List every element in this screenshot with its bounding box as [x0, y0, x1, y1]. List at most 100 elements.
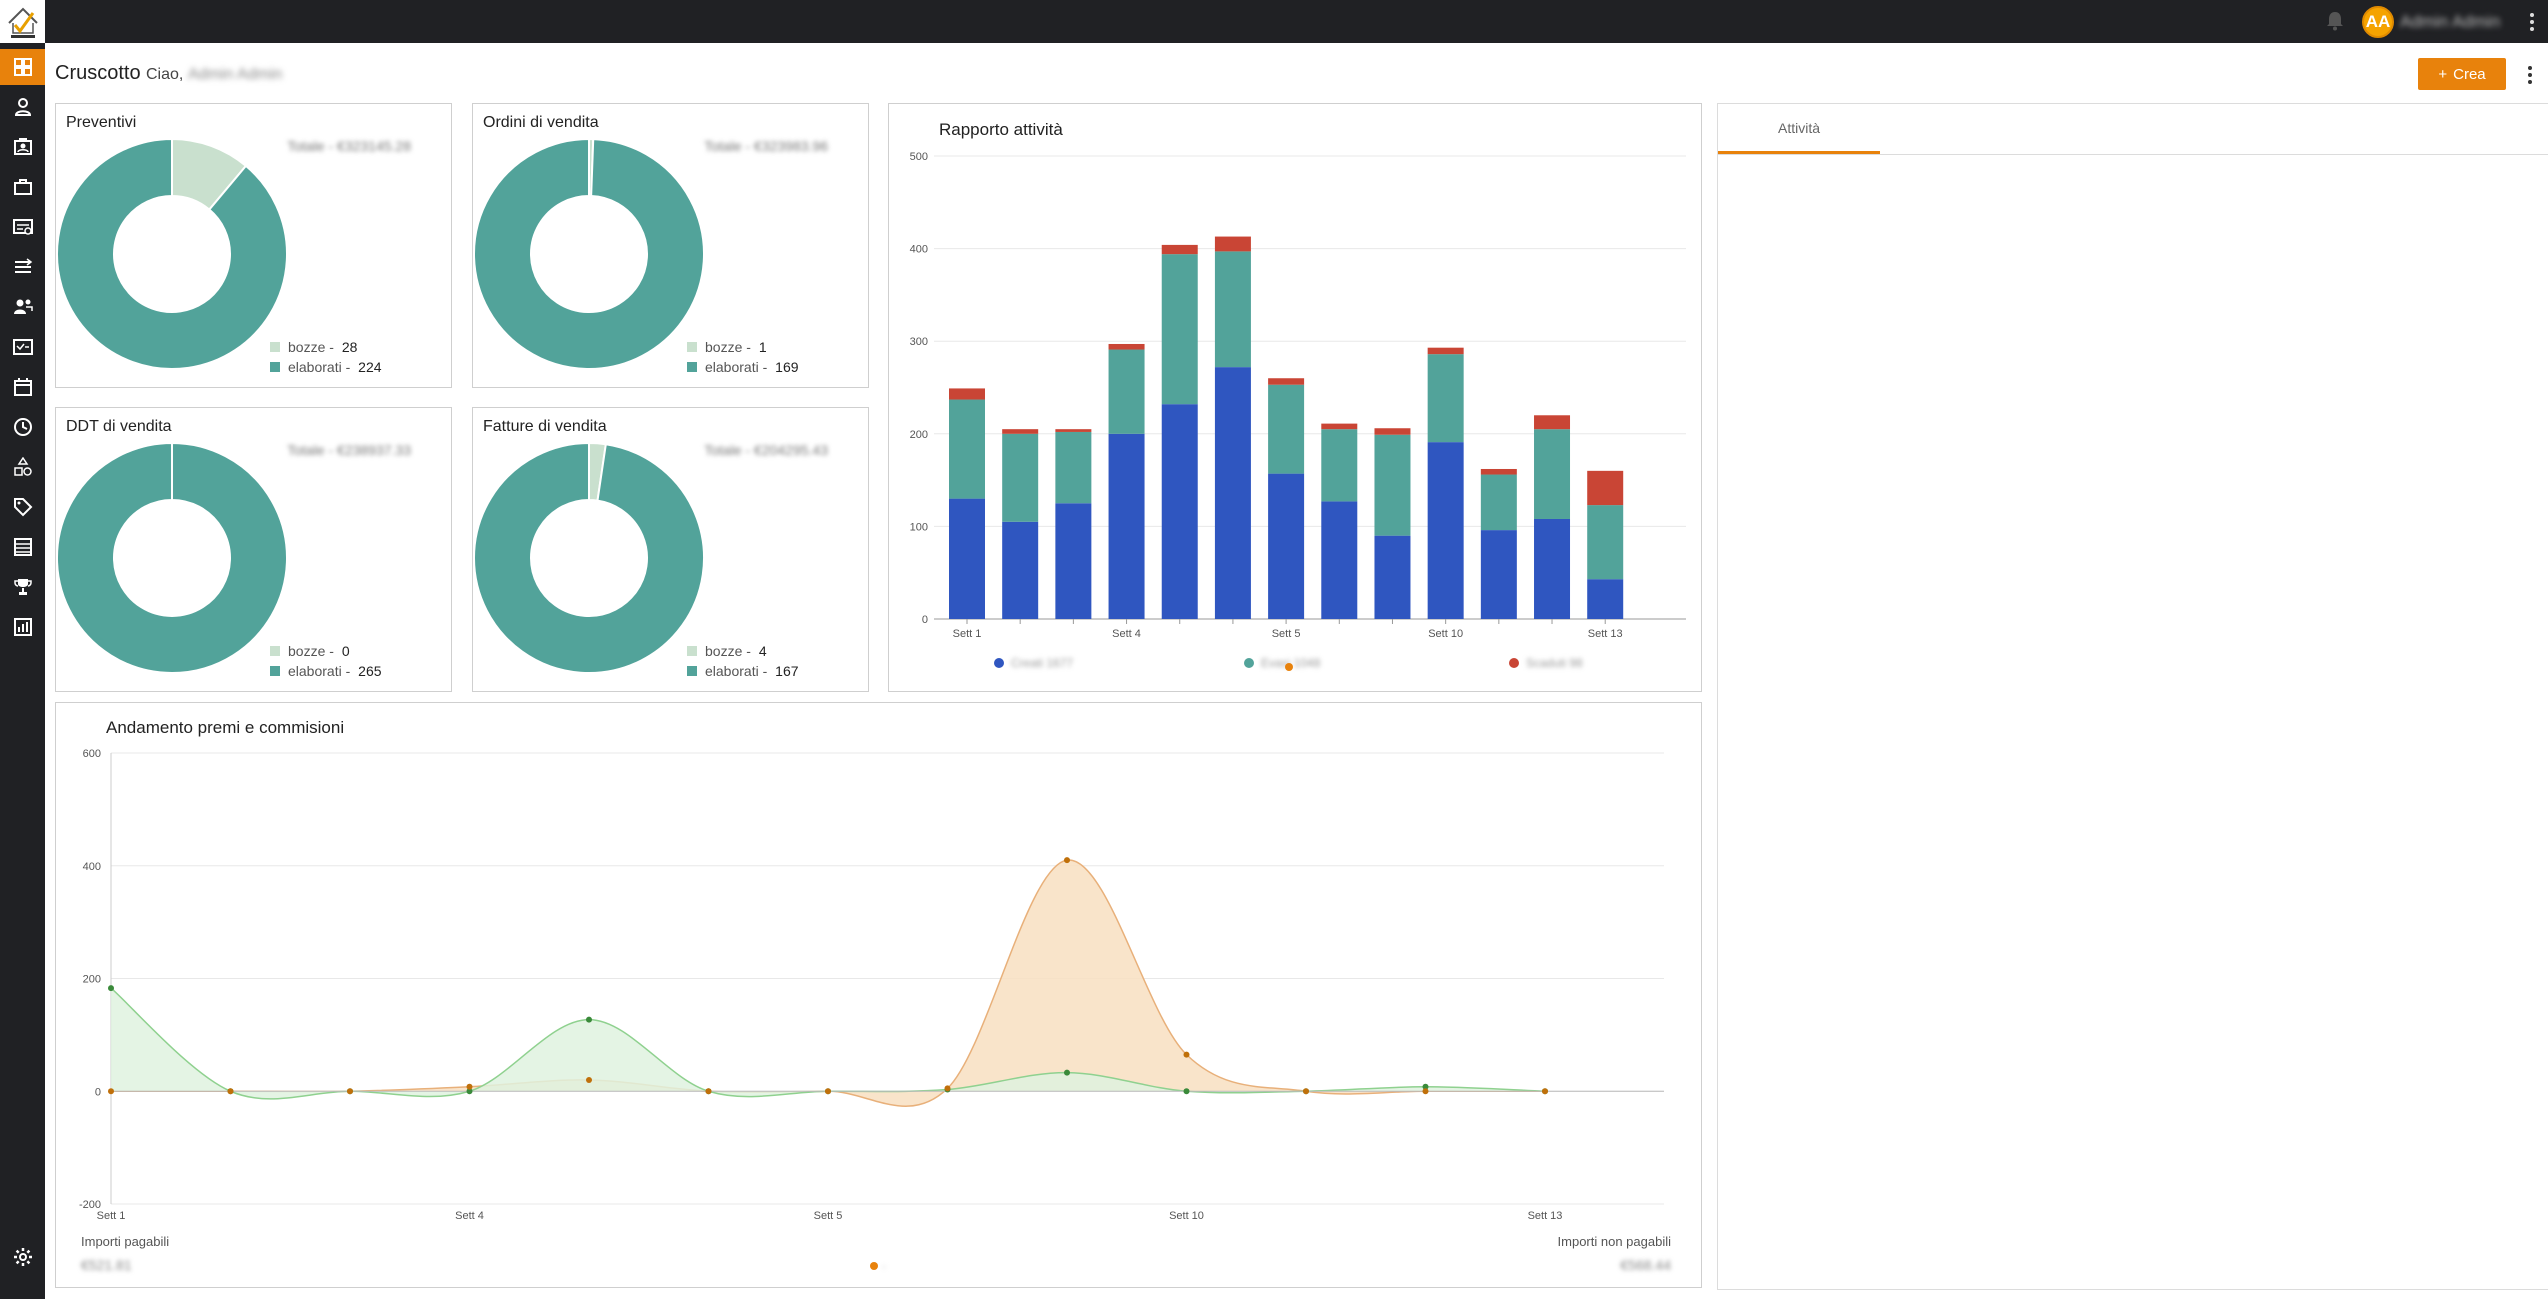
page-title: Cruscotto: [55, 62, 141, 84]
card-title: Preventivi: [66, 114, 137, 131]
card-ddt-di-vendita[interactable]: DDT di vendita Totale - €238937.33 bozze…: [55, 407, 452, 692]
x-tick-label: Sett 4: [455, 1210, 484, 1222]
bozze-count: 1: [758, 339, 767, 355]
point-non-pagabili: [1303, 1088, 1309, 1095]
app-logo[interactable]: [0, 0, 45, 43]
x-tick-label: Sett 10: [1428, 628, 1463, 640]
report-icon[interactable]: [0, 609, 45, 645]
card-title: DDT di vendita: [66, 418, 172, 435]
contacts-icon[interactable]: [0, 129, 45, 165]
users-group-icon[interactable]: [0, 289, 45, 325]
bar-scaduti: [1002, 429, 1039, 434]
bar-creati: [1534, 518, 1571, 619]
clock-icon[interactable]: [0, 409, 45, 445]
settings-icon[interactable]: [0, 1239, 45, 1275]
x-tick-label: Sett 5: [1272, 628, 1301, 640]
bar-creati: [1374, 535, 1411, 619]
page-menu-dots-icon[interactable]: [2520, 62, 2540, 88]
user-icon[interactable]: [0, 89, 45, 125]
list-icon[interactable]: [0, 529, 45, 565]
transfers-icon[interactable]: [0, 249, 45, 285]
bar-creati: [1587, 579, 1624, 619]
invoices-icon[interactable]: [0, 209, 45, 245]
card-andamento-premi: Andamento premi e commisioni -200 0 200 400 6…: [55, 702, 1702, 1288]
point-pagabili: [1183, 1088, 1190, 1095]
point-pagabili: [108, 985, 114, 992]
tab-divider: [1718, 154, 2548, 155]
footer-mid-text: -: [882, 1259, 886, 1273]
bar-chart: Rapporto attività 0 100 200 300 400 500 Sett 1 S…: [910, 120, 1686, 671]
user-name[interactable]: Admin Admin: [2400, 12, 2501, 31]
point-non-pagabili: [347, 1088, 353, 1095]
create-button[interactable]: + Crea: [2418, 58, 2506, 90]
plus-icon: +: [2438, 65, 2448, 83]
elaborati-count: 169: [775, 359, 799, 375]
legend-marker: [1244, 658, 1254, 668]
donut-slice-elaborati: [473, 138, 705, 370]
legend-bozze: bozze - 4: [687, 641, 799, 661]
trophy-icon[interactable]: [0, 569, 45, 605]
card-total: Totale - €238937.33: [287, 442, 411, 458]
point-pagabili: [466, 1088, 473, 1095]
point-non-pagabili: [705, 1088, 712, 1095]
chart-title: Andamento premi e commisioni: [106, 718, 344, 737]
point-non-pagabili: [944, 1085, 951, 1092]
footer-right-label: Importi non pagabili: [1558, 1234, 1672, 1249]
briefcase-icon[interactable]: [0, 169, 45, 205]
donut-chart: [473, 442, 705, 674]
x-tick-label: Sett 5: [814, 1210, 843, 1222]
bar-evasi: [1161, 254, 1198, 405]
card-fatture-di-vendita[interactable]: Fatture di vendita Totale - €204295.43 b…: [472, 407, 869, 692]
bar-scaduti: [1268, 378, 1305, 385]
calendar-icon[interactable]: [0, 369, 45, 405]
donut-slice-elaborati: [56, 442, 288, 674]
legend-bozze: bozze - 0: [270, 641, 382, 661]
bar-evasi: [1480, 474, 1517, 531]
bar-evasi: [949, 399, 985, 499]
donut-chart: [56, 442, 288, 674]
bozze-count: 4: [758, 643, 767, 659]
x-tick-label: Sett 1: [953, 628, 982, 640]
point-non-pagabili: [1422, 1088, 1429, 1095]
point-non-pagabili: [586, 1076, 592, 1083]
bar-scaduti: [1055, 429, 1092, 432]
tag-icon[interactable]: [0, 489, 45, 525]
bar-creati: [1002, 521, 1039, 619]
greeting-name: Admin Admin: [188, 66, 283, 83]
y-tick-label: 0: [922, 614, 928, 626]
checklist-icon[interactable]: [0, 329, 45, 365]
donut-chart: [473, 138, 705, 370]
legend-label: Scaduti 98: [1526, 656, 1583, 670]
bar-creati: [1268, 473, 1305, 619]
legend-bozze: bozze - 1: [687, 337, 799, 357]
point-pagabili: [1064, 1069, 1070, 1076]
card-ordini-di-vendita[interactable]: Ordini di vendita Totale - €323983.96 bo…: [472, 103, 869, 388]
donut-chart: [56, 138, 288, 370]
point-non-pagabili: [227, 1088, 234, 1095]
dashboard-icon[interactable]: [0, 49, 45, 85]
tab-attivita[interactable]: Attività: [1718, 104, 1880, 154]
user-avatar[interactable]: AA: [2362, 6, 2394, 38]
greeting-text: Ciao,: [146, 66, 184, 83]
bar-creati: [1108, 433, 1145, 619]
bar-evasi: [1268, 384, 1305, 474]
notifications-bell-icon[interactable]: [2322, 8, 2348, 34]
y-tick-label: 600: [83, 748, 101, 760]
y-tick-label: -200: [79, 1199, 101, 1211]
create-button-label: Crea: [2453, 65, 2486, 83]
x-tick-label: Sett 10: [1169, 1210, 1204, 1222]
bar-evasi: [1002, 433, 1039, 522]
area-pagabili: [111, 988, 1545, 1099]
y-tick-label: 100: [910, 521, 928, 533]
legend-label: Creati 1677: [1011, 656, 1073, 670]
bar-scaduti: [1374, 428, 1411, 435]
bar-creati: [1214, 367, 1251, 619]
y-tick-label: 200: [83, 974, 101, 986]
sidebar: [0, 43, 45, 1299]
bar-evasi: [1427, 354, 1464, 443]
card-preventivi[interactable]: Preventivi Totale - €323145.28 bozze - 2…: [55, 103, 452, 388]
bar-creati: [949, 498, 985, 619]
bar-scaduti: [1108, 343, 1145, 350]
top-menu-dots-icon[interactable]: [2522, 8, 2542, 36]
shapes-icon[interactable]: [0, 449, 45, 485]
